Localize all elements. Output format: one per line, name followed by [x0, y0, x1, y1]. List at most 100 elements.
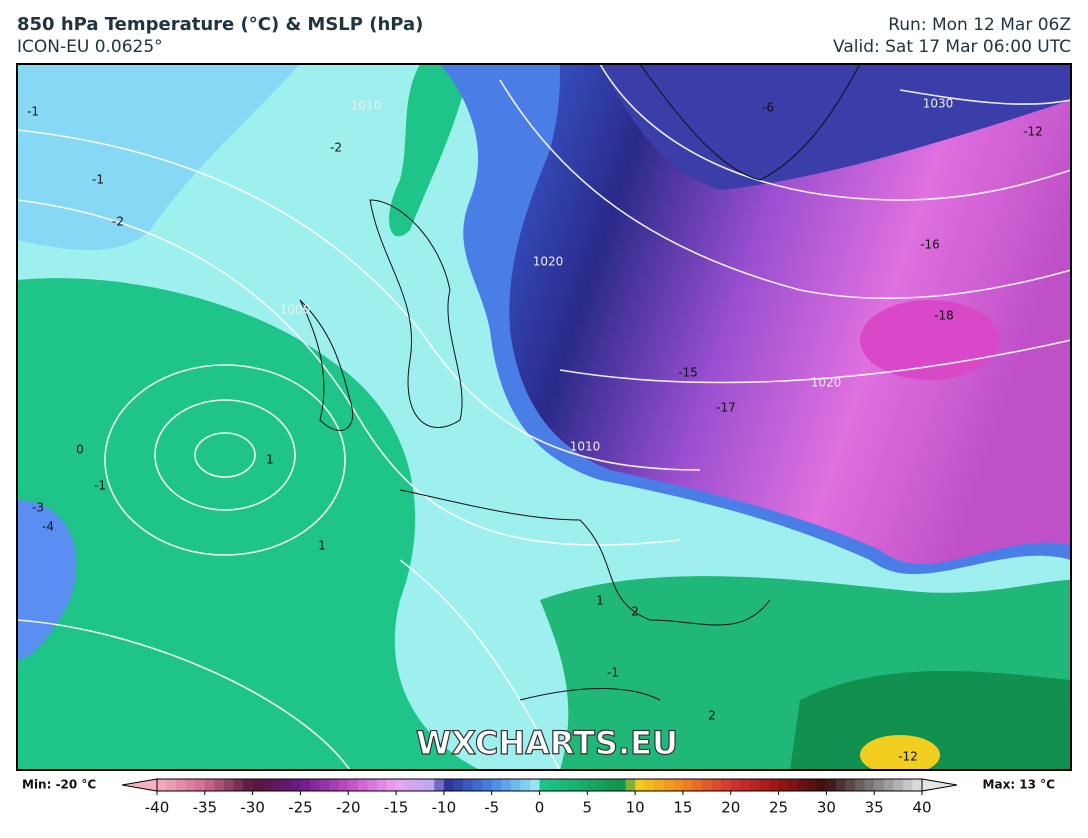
colorbar-segment — [692, 779, 703, 791]
colorbar-tick-label: -25 — [288, 799, 313, 817]
colorbar-segment — [855, 779, 866, 791]
contour-label: 1020 — [533, 255, 564, 269]
colorbar-segment — [243, 779, 254, 791]
colorbar-segment — [577, 779, 588, 791]
contour-label: -1 — [607, 666, 619, 680]
colorbar-segment — [788, 779, 799, 791]
colorbar-segment — [797, 779, 808, 791]
colorbar-segment — [730, 779, 741, 791]
colorbar-segment — [635, 779, 646, 791]
colorbar-segment — [357, 779, 368, 791]
colorbar-segment — [415, 779, 426, 791]
contour-label: -15 — [678, 366, 698, 380]
colorbar-segment — [874, 779, 885, 791]
contour-label: 1010 — [351, 99, 382, 113]
colorbar-tick-label: -20 — [336, 799, 361, 817]
contour-label: -3 — [32, 501, 44, 515]
colorbar-segment — [616, 779, 627, 791]
contour-label: 2 — [708, 709, 716, 723]
contour-label: 1030 — [923, 97, 954, 111]
contour-label: 1010 — [570, 440, 601, 454]
contour-label: -4 — [42, 520, 54, 534]
colorbar-segment — [625, 779, 636, 791]
colorbar-tick-label: -35 — [193, 799, 218, 817]
colorbar-segment — [329, 779, 340, 791]
contour-label: 2 — [631, 605, 639, 619]
colorbar-tick-label: 20 — [721, 799, 740, 817]
colorbar-tick-label: 25 — [769, 799, 788, 817]
colorbar-segment — [338, 779, 349, 791]
contour-label: -2 — [112, 215, 124, 229]
colorbar-segment — [157, 779, 168, 791]
colorbar-segment — [606, 779, 617, 791]
colorbar-segment — [893, 779, 904, 791]
colorbar-segment — [319, 779, 330, 791]
colorbar-segment — [453, 779, 464, 791]
colorbar-segment — [310, 779, 321, 791]
colorbar-segment — [482, 779, 493, 791]
contour-label: -12 — [898, 750, 918, 764]
colorbar-tick-label: 10 — [626, 799, 645, 817]
colorbar-segment — [549, 779, 560, 791]
watermark: WXCHARTS.EU — [416, 724, 678, 762]
colorbar-segment — [902, 779, 913, 791]
colorbar-segment — [596, 779, 607, 791]
colorbar-segment — [654, 779, 665, 791]
colorbar-end — [921, 778, 958, 792]
min-label: Min: -20 °C — [22, 778, 96, 792]
colorbar-tick-label: 30 — [817, 799, 836, 817]
colorbar-end — [121, 778, 158, 792]
colorbar-segment — [281, 779, 292, 791]
contour-label: -17 — [716, 401, 736, 415]
contour-label: 1 — [318, 539, 326, 553]
colorbar-segment — [864, 779, 875, 791]
contour-label: 0 — [76, 443, 84, 457]
colorbar-segment — [749, 779, 760, 791]
colorbar-segment — [816, 779, 827, 791]
colorbar-tick-label: 35 — [865, 799, 884, 817]
colorbar-tick-label: -15 — [384, 799, 409, 817]
colorbar-tick-label: 0 — [535, 799, 545, 817]
colorbar-segment — [759, 779, 770, 791]
colorbar-segment — [166, 779, 177, 791]
model: ICON-EU 0.0625° — [17, 37, 163, 57]
colorbar-segment — [271, 779, 282, 791]
contour-label: 1000 — [280, 303, 311, 317]
colorbar-segment — [682, 779, 693, 791]
contour-label: -1 — [94, 479, 106, 493]
map-frame — [16, 63, 1072, 771]
colorbar-segment — [644, 779, 655, 791]
colorbar-tick-label: -10 — [432, 799, 457, 817]
colorbar-segment — [826, 779, 837, 791]
colorbar-segment — [912, 779, 923, 791]
colorbar-segment — [663, 779, 674, 791]
colorbar-segment — [204, 779, 215, 791]
title: 850 hPa Temperature (°C) & MSLP (hPa) — [17, 14, 423, 35]
colorbar-segment — [185, 779, 196, 791]
colorbar-tick-label: -30 — [240, 799, 265, 817]
colorbar-segment — [702, 779, 713, 791]
colorbar-segment — [472, 779, 483, 791]
colorbar-segment — [300, 779, 311, 791]
contour-label: -1 — [27, 105, 39, 119]
colorbar-segment — [262, 779, 273, 791]
colorbar-segment — [367, 779, 378, 791]
colorbar-segment — [386, 779, 397, 791]
colorbar-segment — [501, 779, 512, 791]
colorbar-segment — [176, 779, 187, 791]
colorbar-segment — [214, 779, 225, 791]
colorbar-tick-label: 40 — [912, 799, 931, 817]
colorbar-segment — [424, 779, 435, 791]
colorbar-segment — [376, 779, 387, 791]
contour-label: 1 — [266, 453, 274, 467]
colorbar-tick-label: -5 — [484, 799, 499, 817]
valid-time: Valid: Sat 17 Mar 06:00 UTC — [833, 37, 1071, 57]
contour-label: -6 — [762, 101, 774, 115]
colorbar-segment — [233, 779, 244, 791]
colorbar-segment — [673, 779, 684, 791]
colorbar-segment — [568, 779, 579, 791]
colorbar-segment — [883, 779, 894, 791]
colorbar-segment — [835, 779, 846, 791]
colorbar-segment — [539, 779, 550, 791]
colorbar-segment — [252, 779, 263, 791]
